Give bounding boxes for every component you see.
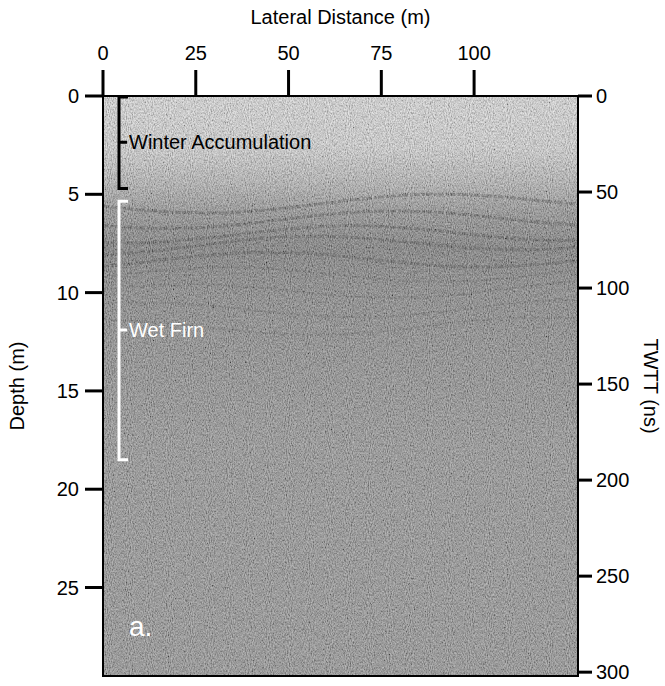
y-tick [85,291,103,294]
x-tick [287,70,290,96]
image-noise [103,96,578,676]
y2-tick [578,671,592,674]
x-tick-label: 0 [97,42,108,64]
y-tick-label: 10 [57,282,79,304]
y2-tick [578,383,592,386]
y2-tick [578,191,592,194]
x-tick-label: 75 [370,42,392,64]
x-tick-label: 25 [185,42,207,64]
y2-tick-label: 250 [596,565,629,587]
bracket [119,201,128,460]
x-tick [473,70,476,96]
y2-tick [578,95,592,98]
panel-label: a. [129,611,152,642]
annotation-label: Winter Accumulation [129,131,311,153]
y2-tick-label: 200 [596,469,629,491]
y-tick-label: 15 [57,380,79,402]
y-tick [85,95,103,98]
y-tick-label: 0 [68,85,79,107]
x-tick-label: 100 [457,42,490,64]
y2-tick-label: 150 [596,373,629,395]
y-tick-label: 5 [68,183,79,205]
figure: 0 25 50 75 100 Lateral Distance (m) 0 5 10 15 20 25… [0,0,665,686]
y2-tick-label: 50 [596,181,618,203]
image-background [103,96,578,676]
y-tick [85,586,103,589]
radargram-image [103,96,578,676]
x-tick-label: 50 [277,42,299,64]
y2-tick-label: 0 [596,85,607,107]
y-tick [85,389,103,392]
y2-axis-title: TWTT (ns) [640,338,662,433]
annotation-label: Wet Firn [129,319,204,341]
y2-tick [578,575,592,578]
bracket [119,97,128,188]
x-axis-title: Lateral Distance (m) [250,6,430,28]
x-tick [194,70,197,96]
y-tick-label: 25 [57,577,79,599]
y-tick-label: 20 [57,478,79,500]
plot-frame [103,96,578,676]
y2-tick-label: 300 [596,661,629,683]
x-tick [102,70,105,96]
x-tick [380,70,383,96]
y-axis-title: Depth (m) [6,342,28,431]
y2-tick [578,287,592,290]
y2-tick [578,479,592,482]
y2-tick-label: 100 [596,277,629,299]
y-tick [85,193,103,196]
y-tick [85,488,103,491]
